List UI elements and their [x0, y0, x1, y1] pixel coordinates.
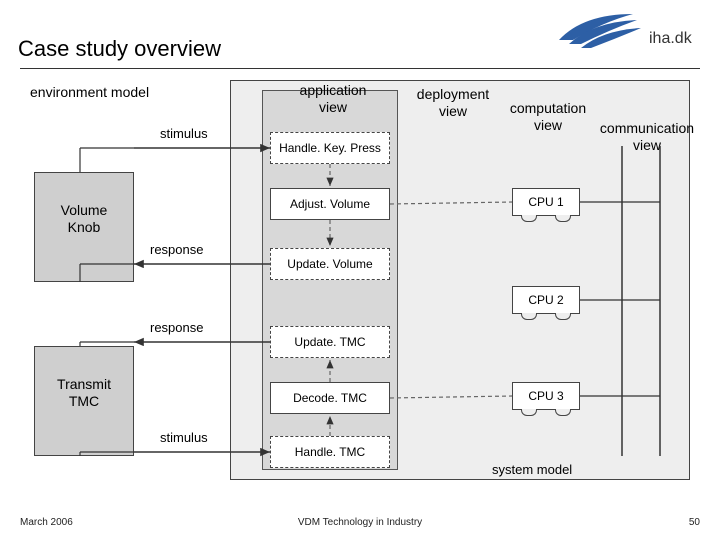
label-system-model: system model	[492, 462, 572, 477]
proc-handle-tmc: Handle. TMC	[270, 436, 390, 468]
cpu-1: CPU 1	[512, 188, 580, 216]
cpu-2: CPU 2	[512, 286, 580, 314]
logo-text: iha.dk	[649, 30, 693, 47]
proc-update-volume: Update. Volume	[270, 248, 390, 280]
label-transmit-tmc: Transmit TMC	[42, 376, 126, 410]
label-response-1: response	[150, 242, 203, 257]
cpu-3: CPU 3	[512, 382, 580, 410]
label-environment-model: environment model	[30, 84, 149, 101]
label-application-view: application view	[288, 82, 378, 116]
title-underline	[20, 68, 700, 69]
footer-right: 50	[689, 517, 700, 528]
proc-update-tmc: Update. TMC	[270, 326, 390, 358]
label-volume-knob: Volume Knob	[42, 202, 126, 236]
proc-handle-keypress: Handle. Key. Press	[270, 132, 390, 164]
label-computation-view: computation view	[498, 100, 598, 134]
page-title: Case study overview	[18, 36, 221, 62]
label-communication-view: communication view	[592, 120, 702, 154]
label-stimulus-2: stimulus	[160, 430, 208, 445]
label-response-2: response	[150, 320, 203, 335]
label-stimulus-1: stimulus	[160, 126, 208, 141]
label-deployment-view: deployment view	[408, 86, 498, 120]
logo: iha.dk	[553, 10, 698, 52]
proc-decode-tmc: Decode. TMC	[270, 382, 390, 414]
proc-adjust-volume: Adjust. Volume	[270, 188, 390, 220]
footer-center: VDM Technology in Industry	[0, 517, 720, 528]
diagram-area: environment model application view deplo…	[20, 76, 700, 496]
